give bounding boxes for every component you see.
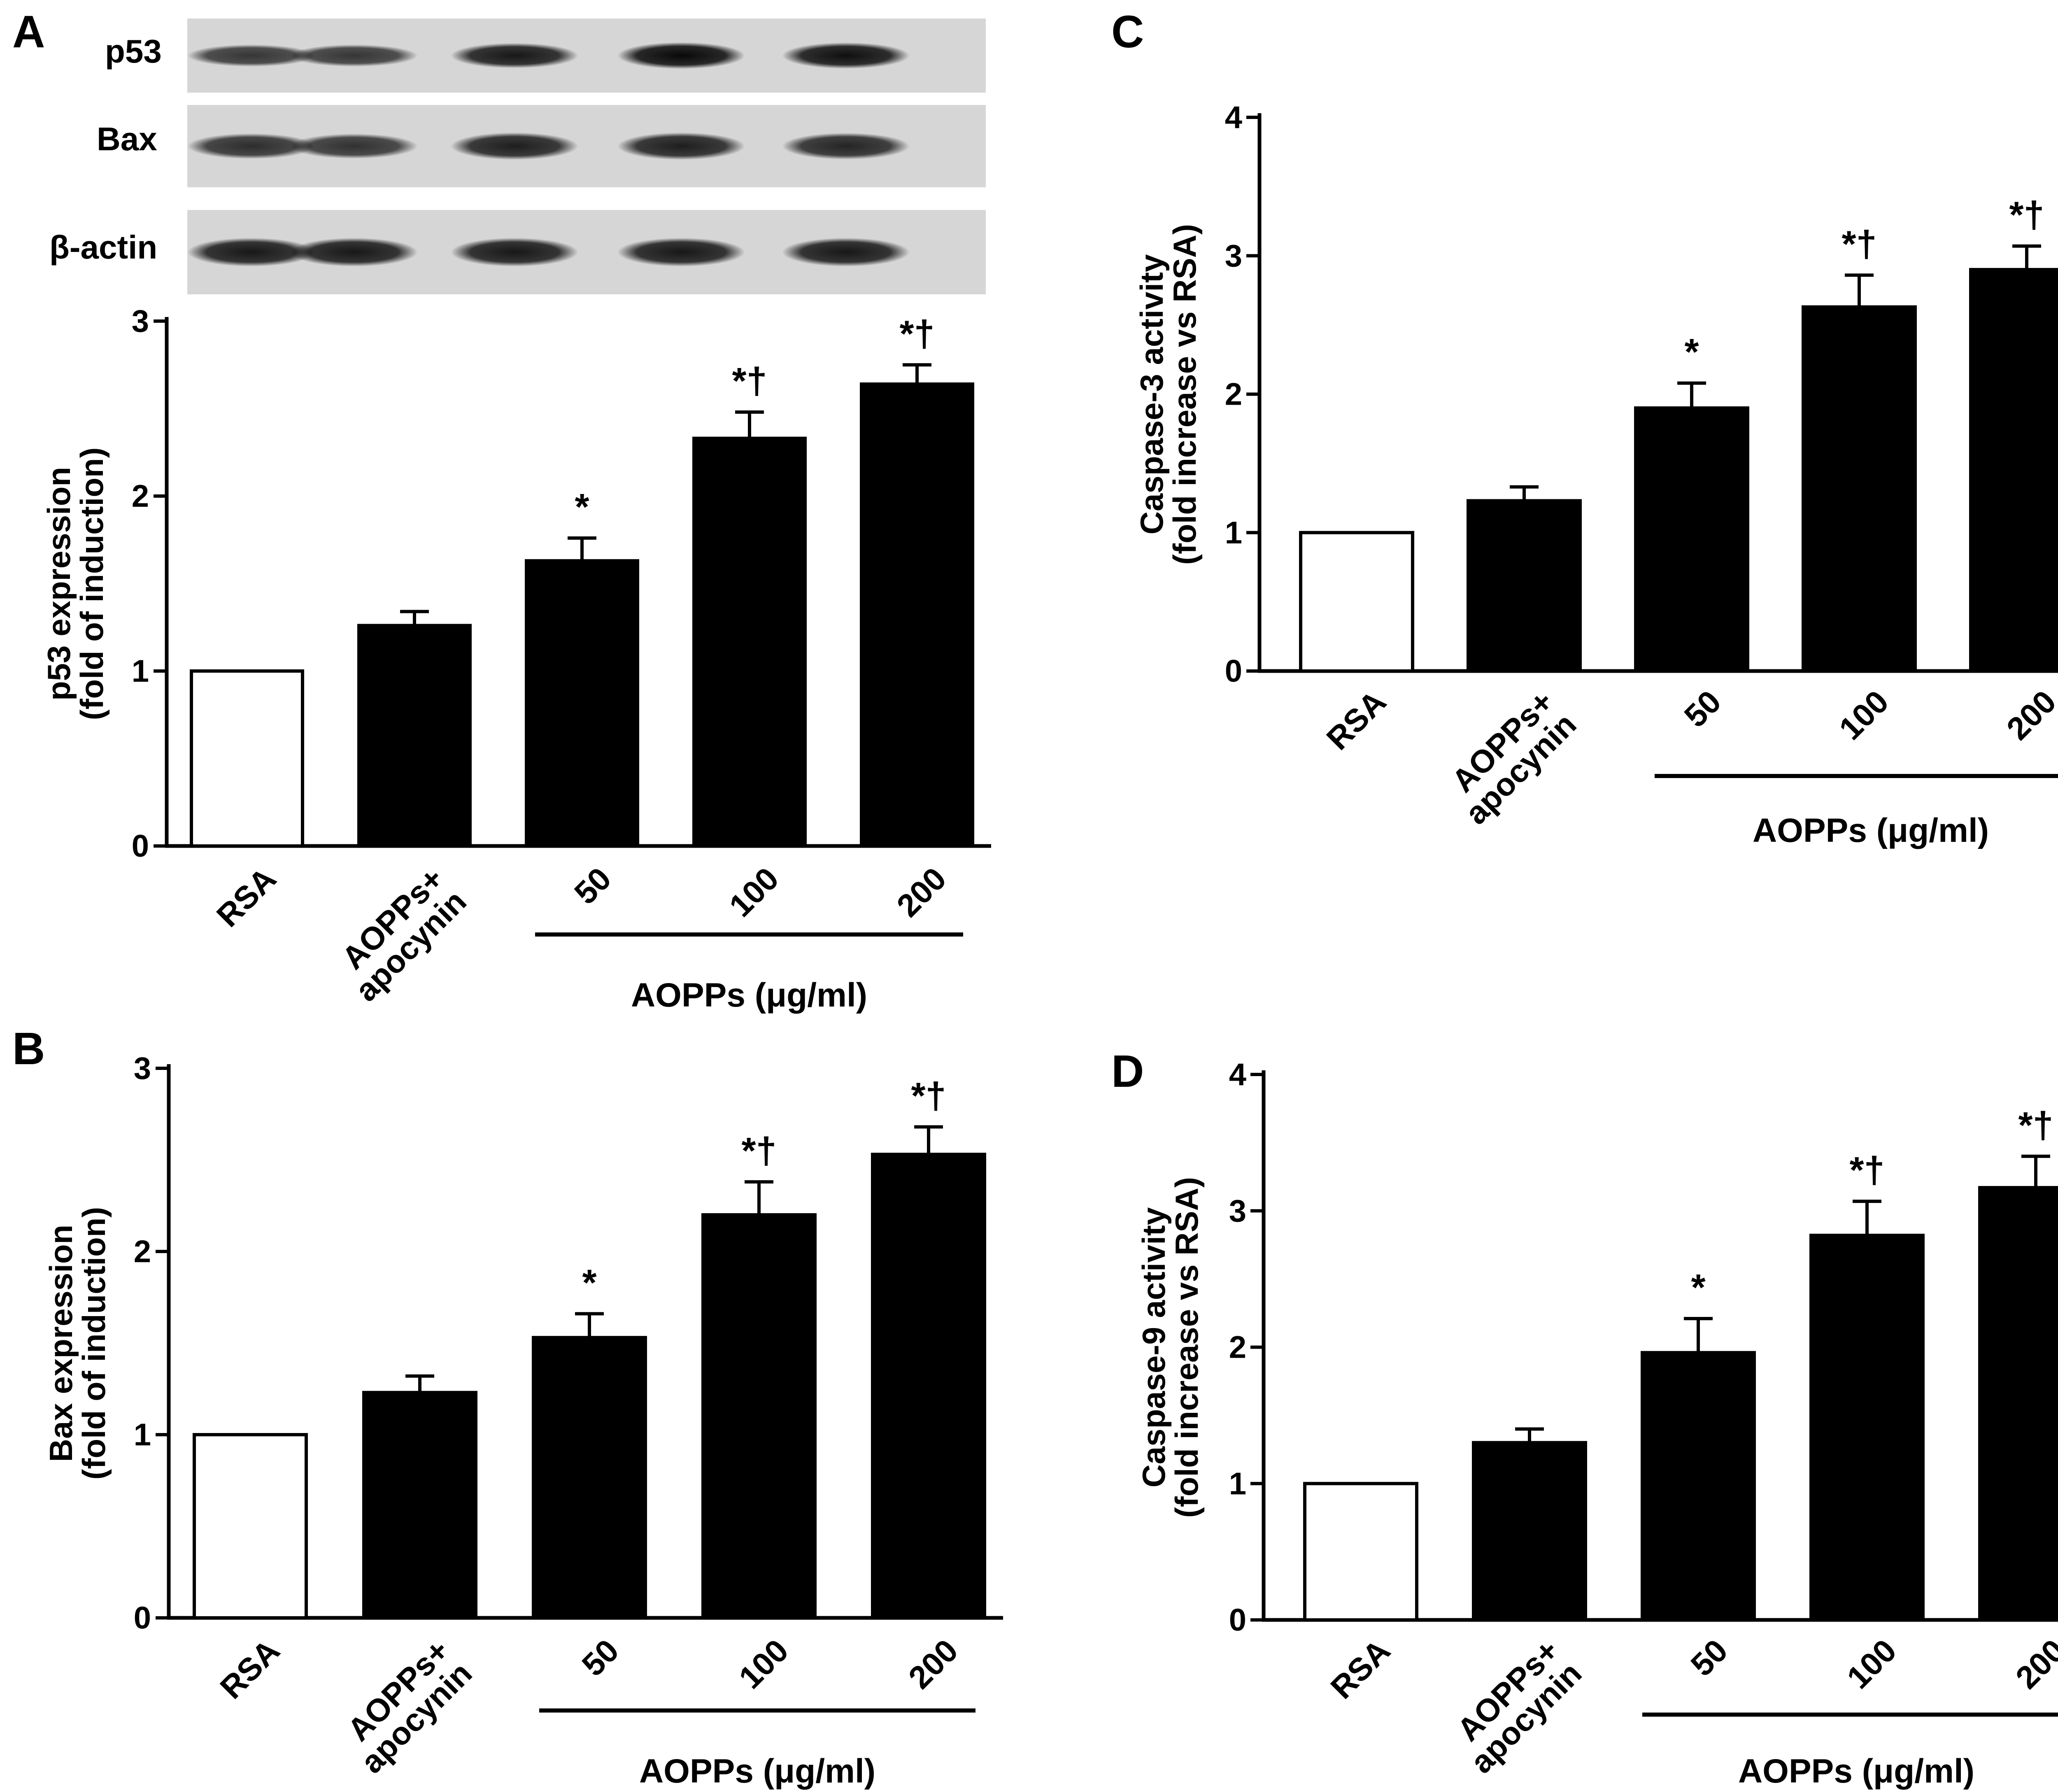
blot-band [187, 238, 315, 267]
chart-c: 0 1 2 3 4 Caspase-3 activity(fold increase vs… [1134, 100, 2058, 849]
bar-rsa [1303, 1482, 1418, 1622]
y-axis-label-line: Caspase-9 activity [1136, 1207, 1172, 1488]
y-tick-label: 1 [1225, 515, 1242, 550]
y-tick-label: 1 [134, 1417, 151, 1452]
blot-band [617, 238, 745, 267]
bar-rsa [193, 1433, 308, 1620]
y-tick-label: 0 [134, 1601, 151, 1636]
blot-label-p53: p53 [105, 33, 162, 70]
blot-label-bax: Bax [97, 121, 157, 157]
y-axis-label-line: (fold of induction) [74, 447, 110, 720]
bar-50 [1641, 1351, 1756, 1622]
bar-aopps-apocynin [357, 624, 472, 848]
y-axis-label-line: p53 expression [41, 467, 77, 701]
y-tick-label: 3 [1229, 1193, 1246, 1228]
blot-band [617, 132, 745, 160]
y-tick-label: 1 [132, 654, 149, 689]
significance-marker: * [575, 487, 589, 528]
panel-label-d: D [1111, 1046, 1144, 1097]
y-axis-label-line: (fold of induction) [76, 1207, 112, 1480]
significance-marker: *† [2009, 195, 2044, 236]
y-tick-label: 3 [134, 1051, 151, 1086]
significance-marker: *† [732, 361, 767, 402]
y-tick-label: 3 [132, 304, 149, 339]
y-axis-label-line: (fold increase vs RSA) [1169, 1177, 1205, 1518]
x-group-label: AOPPs (μg/ml) [639, 1752, 875, 1790]
bar-100 [692, 436, 807, 848]
blot-band [187, 133, 315, 159]
blot-band [290, 238, 418, 267]
bar-50 [532, 1336, 647, 1620]
bar-aopps-apocynin [1467, 499, 1582, 673]
bar-aopps-apocynin [1472, 1441, 1587, 1622]
significance-marker: * [1684, 332, 1699, 373]
y-axis-label-line: (fold increase vs RSA) [1166, 224, 1203, 565]
x-group-label: AOPPs (μg/ml) [1753, 812, 1989, 849]
significance-marker: *† [911, 1075, 946, 1116]
x-group-label: AOPPs (μg/ml) [1738, 1752, 1974, 1790]
blot-band [617, 42, 745, 69]
blot-strips [187, 19, 986, 294]
blot-band [782, 42, 910, 69]
significance-marker: *† [1841, 224, 1876, 265]
blot-band [451, 43, 578, 68]
bar-200 [860, 382, 974, 848]
significance-marker: *† [1849, 1150, 1884, 1191]
significance-marker: *† [741, 1130, 776, 1172]
y-tick-label: 0 [1229, 1603, 1246, 1638]
x-group-label: AOPPs (μg/ml) [631, 976, 867, 1014]
panel-label-a: A [12, 7, 45, 57]
y-tick-label: 4 [1229, 1057, 1246, 1092]
y-tick-label: 0 [132, 829, 149, 864]
blot-band [782, 238, 910, 267]
y-tick-label: 2 [1225, 377, 1242, 412]
blot-label-beta-actin: β-actin [49, 229, 157, 266]
bar-50 [1634, 406, 1749, 673]
blot-band [451, 238, 578, 267]
panel-label-c: C [1111, 7, 1144, 57]
y-axis-label-line: Bax expression [43, 1225, 79, 1462]
y-tick-label: 2 [1229, 1330, 1246, 1365]
y-tick-label: 3 [1225, 238, 1242, 273]
blot-band [290, 133, 418, 159]
bar-200 [1978, 1186, 2058, 1622]
bar-200 [1969, 268, 2058, 673]
bar-aopps-apocynin [362, 1391, 477, 1620]
y-tick-label: 2 [132, 479, 149, 514]
significance-marker: *† [2018, 1105, 2053, 1146]
blot-band [290, 44, 418, 67]
y-tick-label: 2 [134, 1234, 151, 1269]
bar-rsa [190, 669, 304, 848]
bar-200 [871, 1153, 986, 1620]
western-blot: p53 Bax β-actin [49, 19, 986, 294]
bar-50 [525, 559, 639, 848]
y-axis-label-line: Caspase-3 activity [1134, 254, 1170, 535]
significance-marker: *† [899, 313, 934, 354]
blot-band [451, 132, 578, 160]
blot-band [782, 133, 910, 160]
bar-100 [701, 1213, 817, 1620]
bar-100 [1802, 305, 1917, 673]
bar-100 [1809, 1233, 1925, 1622]
y-tick-label: 4 [1225, 100, 1242, 135]
bar-rsa [1299, 531, 1414, 673]
panel-label-b: B [12, 1023, 45, 1074]
blot-band [187, 44, 315, 67]
y-tick-label: 1 [1229, 1466, 1246, 1501]
significance-marker: * [582, 1262, 596, 1303]
y-tick-label: 0 [1225, 654, 1242, 689]
significance-marker: * [1691, 1267, 1705, 1308]
